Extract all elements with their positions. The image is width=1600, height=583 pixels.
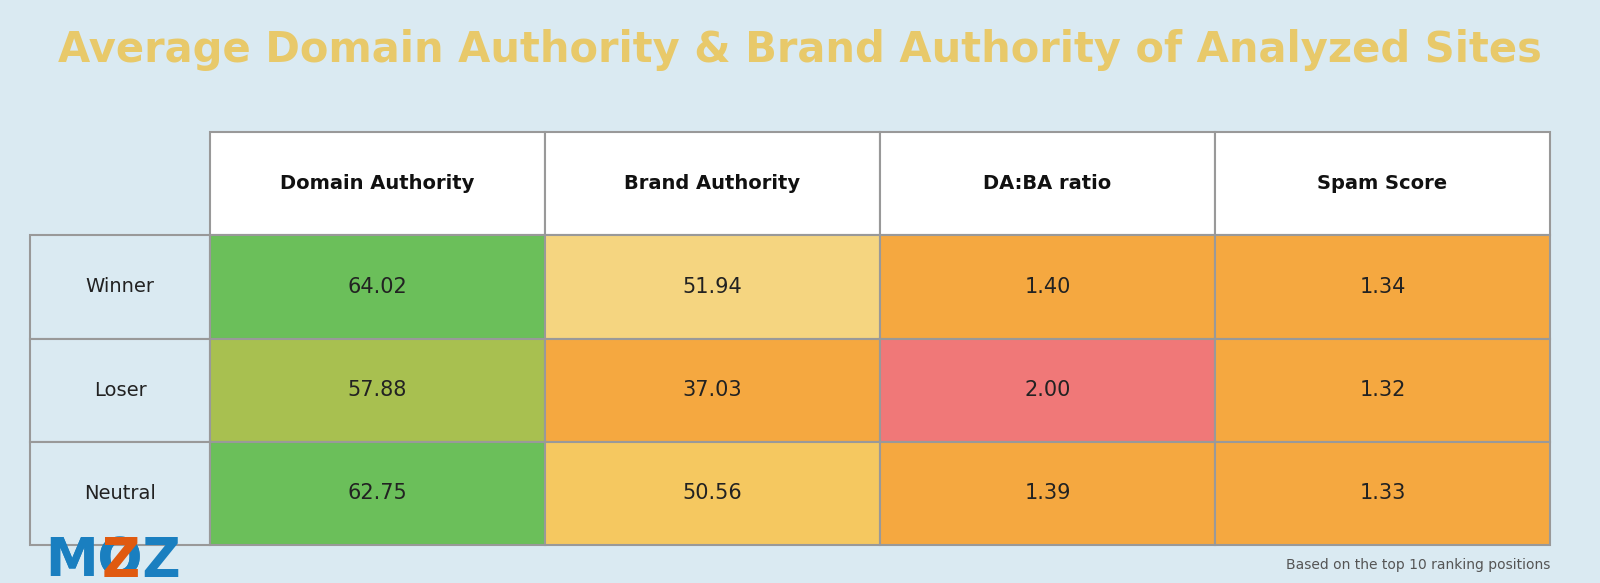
Text: 1.34: 1.34 [1360, 277, 1406, 297]
Text: 50.56: 50.56 [683, 483, 742, 503]
Bar [1214, 132, 1550, 236]
Text: Z: Z [102, 535, 141, 583]
Text: 1.33: 1.33 [1360, 483, 1406, 503]
Text: Average Domain Authority & Brand Authority of Analyzed Sites: Average Domain Authority & Brand Authori… [58, 29, 1542, 71]
Text: 1.39: 1.39 [1024, 483, 1070, 503]
Bar [1214, 236, 1550, 339]
Bar [30, 339, 210, 442]
Bar [210, 236, 546, 339]
Text: 57.88: 57.88 [347, 380, 406, 400]
Text: 62.75: 62.75 [347, 483, 408, 503]
Bar [210, 442, 546, 545]
Text: Spam Score: Spam Score [1317, 174, 1448, 194]
Bar [1214, 339, 1550, 442]
Text: Domain Authority: Domain Authority [280, 174, 475, 194]
Bar [880, 132, 1214, 236]
Text: 37.03: 37.03 [683, 380, 742, 400]
Text: MO: MO [45, 535, 142, 583]
Text: Based on the top 10 ranking positions: Based on the top 10 ranking positions [1286, 558, 1550, 572]
Text: DA:BA ratio: DA:BA ratio [984, 174, 1112, 194]
Text: Brand Authority: Brand Authority [624, 174, 800, 194]
Text: 51.94: 51.94 [683, 277, 742, 297]
Bar [30, 236, 210, 339]
Bar [880, 339, 1214, 442]
Bar [210, 132, 546, 236]
Bar [210, 339, 546, 442]
Text: 1.40: 1.40 [1024, 277, 1070, 297]
Text: 2.00: 2.00 [1024, 380, 1070, 400]
Text: 1.32: 1.32 [1360, 380, 1406, 400]
Text: Loser: Loser [94, 381, 146, 399]
Bar [1214, 442, 1550, 545]
Bar [546, 442, 880, 545]
Bar [880, 236, 1214, 339]
Text: 64.02: 64.02 [347, 277, 408, 297]
Bar [880, 442, 1214, 545]
Bar [546, 132, 880, 236]
Text: MOZ: MOZ [45, 535, 181, 583]
Bar [30, 442, 210, 545]
Bar [546, 339, 880, 442]
Text: Winner: Winner [85, 278, 155, 296]
Bar [546, 236, 880, 339]
Text: Neutral: Neutral [85, 484, 155, 503]
